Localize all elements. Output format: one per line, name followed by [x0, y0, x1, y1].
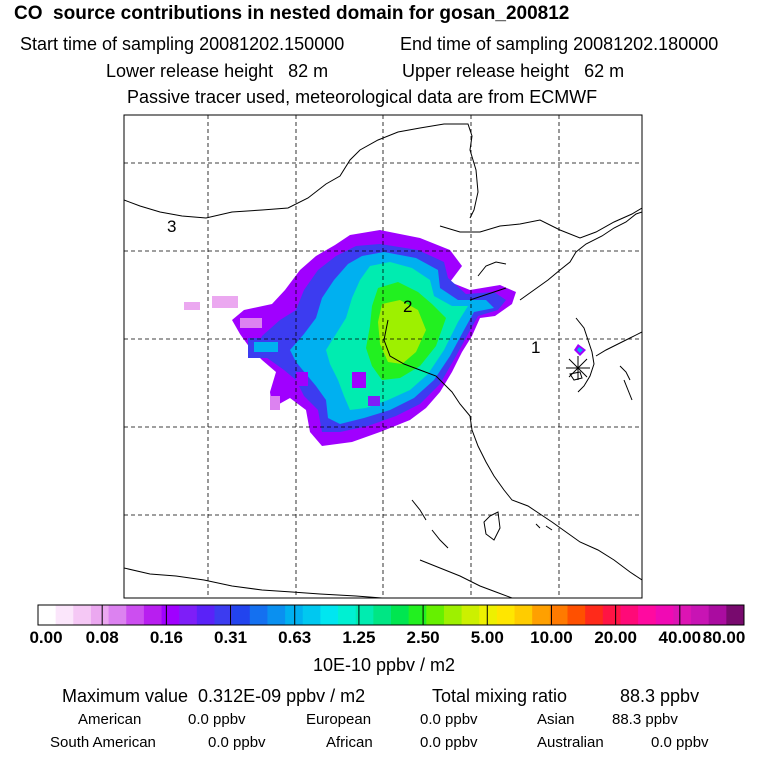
- colorbar-swatch: [655, 605, 674, 625]
- colorbar-swatch: [108, 605, 127, 625]
- sampling-start-time: Start time of sampling 20081202.150000: [20, 34, 345, 54]
- colorbar-swatch: [638, 605, 657, 625]
- colorbar-swatch: [267, 605, 286, 625]
- colorbar-swatch: [232, 605, 251, 625]
- map-frame: [123, 114, 643, 599]
- european-value: 0.0 ppbv: [420, 711, 478, 728]
- colorbar-swatch: [673, 605, 692, 625]
- european-label: European: [306, 711, 372, 728]
- colorbar-swatch: [73, 605, 92, 625]
- colorbar-swatch: [585, 605, 604, 625]
- colorbar-swatch: [426, 605, 445, 625]
- colorbar-tick-label: 0.31: [213, 628, 248, 647]
- colorbar-swatch: [726, 605, 745, 625]
- colorbar-swatch: [249, 605, 268, 625]
- australian-label: Australian: [537, 734, 604, 751]
- colorbar-tick-label: 2.50: [406, 628, 440, 647]
- asian-value: 88.3 ppbv: [612, 711, 678, 728]
- australian-value: 0.0 ppbv: [651, 734, 709, 751]
- colorbar-swatch: [90, 605, 110, 625]
- colorbar-tick-label: 20.00: [594, 628, 637, 647]
- asterisk-icon: [566, 356, 590, 380]
- colorbar-tick-label: 0.00: [29, 628, 63, 647]
- colorbar-swatch: [196, 605, 215, 625]
- south-american-value: 0.0 ppbv: [208, 734, 266, 751]
- plot-title: CO source contributions in nested domain…: [14, 3, 570, 24]
- upper-release-height: Upper release height 62 m: [402, 61, 625, 81]
- colorbar-swatch: [320, 605, 339, 625]
- colorbar-swatch: [549, 605, 568, 625]
- sampling-end-time: End time of sampling 20081202.180000: [400, 34, 719, 54]
- colorbar-swatch: [391, 605, 410, 625]
- colorbar-tick-label: 10.00: [530, 628, 573, 647]
- lat-lon-grid: [124, 115, 642, 598]
- colorbar-swatch: [373, 605, 392, 625]
- colorbar-tick-label: 1.25: [342, 628, 376, 647]
- colorbar-tick-label: 0.63: [278, 628, 312, 647]
- african-label: African: [326, 734, 373, 751]
- colorbar-swatch: [479, 605, 498, 625]
- colorbar-swatch: [355, 605, 374, 625]
- colorbar-swatch: [602, 605, 621, 625]
- colorbar-swatch: [126, 605, 145, 625]
- colorbar-swatch: [496, 605, 516, 625]
- colorbar-tick-label: 40.00: [658, 628, 702, 647]
- colorbar-tick-label: 0.08: [85, 628, 119, 647]
- colorbar-swatch: [179, 605, 198, 625]
- maximum-value: Maximum value 0.312E-09 ppbv / m2: [62, 686, 366, 706]
- colorbar-swatch: [567, 605, 586, 625]
- colorbar-swatch: [514, 605, 533, 625]
- total-mixing-ratio-value: 88.3 ppbv: [620, 686, 700, 706]
- colorbar-swatch: [461, 605, 480, 625]
- asian-label: Asian: [537, 711, 575, 728]
- american-label: American: [78, 711, 142, 728]
- colorbar-swatch: [302, 605, 321, 625]
- colorbar-swatch: [338, 605, 357, 625]
- colorbar-swatch: [708, 605, 727, 625]
- colorbar-tick-label: 0.16: [149, 628, 183, 647]
- colorbar-swatch: [214, 605, 233, 625]
- region-label-2: 2: [403, 297, 412, 316]
- tracer-note: Passive tracer used, meteorological data…: [127, 87, 598, 107]
- african-value: 0.0 ppbv: [420, 734, 478, 751]
- colorbar-swatch: [443, 605, 463, 625]
- lower-release-height: Lower release height 82 m: [106, 61, 329, 81]
- colorbar-tick-label: 80.00: [702, 628, 746, 647]
- south-american-label: South American: [50, 734, 156, 751]
- region-label-1: 1: [531, 338, 540, 357]
- colorbar-swatch: [55, 605, 74, 625]
- colorbar-tick-label: 5.00: [470, 628, 504, 647]
- colorbar-swatch: [161, 605, 180, 625]
- region-label-3: 3: [167, 217, 176, 236]
- colorbar-swatch: [143, 605, 163, 625]
- colorbar-swatch: [691, 605, 710, 625]
- colorbar-unit: 10E-10 ppbv / m2: [312, 655, 456, 675]
- colorbar-swatch: [285, 605, 304, 625]
- colorbar-swatch: [532, 605, 551, 625]
- total-mixing-ratio-label: Total mixing ratio: [432, 686, 568, 706]
- colorbar-swatch: [408, 605, 427, 625]
- colorbar-swatch: [38, 605, 57, 625]
- colorbar-swatch: [620, 605, 639, 625]
- concentration-plume: [184, 230, 586, 446]
- american-value: 0.0 ppbv: [188, 711, 246, 728]
